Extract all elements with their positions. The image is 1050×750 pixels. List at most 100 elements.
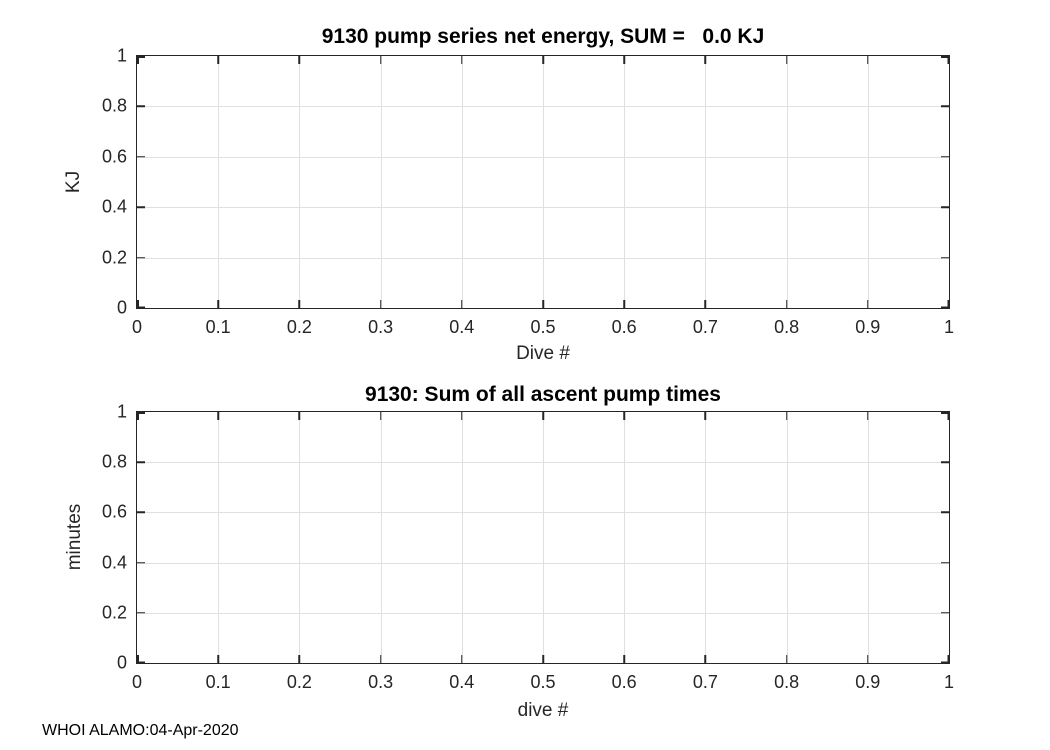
x-tick-mark xyxy=(217,655,219,663)
x-tick-mark xyxy=(623,300,625,308)
x-tick-mark xyxy=(947,300,949,308)
y-tick-mark xyxy=(137,206,145,208)
x-gridline xyxy=(380,412,382,663)
y-tick-mark xyxy=(137,561,145,564)
y-tick-mark xyxy=(137,156,145,158)
x-tick-mark-top xyxy=(704,412,707,420)
x-tick-label: 0.3 xyxy=(368,672,394,692)
x-gridline xyxy=(705,412,707,663)
x-gridline xyxy=(624,56,626,308)
x-tick-mark xyxy=(785,300,788,308)
x-tick-mark xyxy=(947,655,949,663)
x-gridline xyxy=(461,412,463,663)
watermark-text: WHOI ALAMO:04-Apr-2020 xyxy=(42,722,239,739)
x-tick-mark-top xyxy=(137,56,139,64)
top-chart-xlabel: Dive # xyxy=(516,343,570,364)
x-tick-label: 0.7 xyxy=(692,317,718,337)
x-tick-mark-top xyxy=(379,412,382,420)
x-gridline xyxy=(786,412,788,663)
x-tick-label: 0.4 xyxy=(449,672,475,692)
x-tick-label: 0.3 xyxy=(368,317,394,337)
x-tick-mark xyxy=(867,655,869,663)
x-tick-mark-top xyxy=(623,56,625,64)
x-tick-mark xyxy=(704,300,707,308)
bottom-chart-axes: 0 0.1 0.2 0.3 0.4 0.5 0.6 0.7 0.8 0.9 1 0 0.2 0.4 0.6 0… xyxy=(102,402,954,693)
x-tick-mark-top xyxy=(542,412,544,420)
y-tick-label: 0.4 xyxy=(101,196,127,217)
x-tick-mark xyxy=(298,655,301,663)
top-chart-axes: 0 0.1 0.2 0.3 0.4 0.5 0.6 0.7 0.8 0.9 1 0 0.2 0.4 0.6 0… xyxy=(102,46,954,338)
x-tick-mark-top xyxy=(217,412,219,420)
x-gridline xyxy=(380,56,382,308)
y-tick-mark-right xyxy=(941,156,949,158)
x-gridline xyxy=(218,412,220,663)
x-tick-mark xyxy=(542,655,544,663)
x-tick-mark-top xyxy=(785,56,788,64)
y-tick-mark-right xyxy=(941,105,949,108)
x-gridline xyxy=(218,56,220,308)
y-tick-label: 0.8 xyxy=(101,451,127,472)
y-tick-label: 0.2 xyxy=(101,247,127,268)
x-tick-mark-top xyxy=(461,56,463,64)
y-gridline xyxy=(137,207,949,209)
x-tick-label: 0.4 xyxy=(449,317,475,337)
y-tick-mark xyxy=(137,105,145,108)
y-tick-mark-right xyxy=(941,412,949,414)
x-tick-mark-top xyxy=(867,56,869,64)
bottom-chart-ylabel: minutes xyxy=(64,503,85,571)
x-tick-label: 0.6 xyxy=(611,317,637,337)
y-gridline xyxy=(137,512,949,514)
y-tick-mark-right xyxy=(941,511,949,514)
y-gridline xyxy=(137,106,949,108)
y-tick-mark xyxy=(137,461,145,463)
x-tick-label: 0.8 xyxy=(774,317,800,337)
y-gridline xyxy=(137,562,949,564)
x-tick-label: 0.2 xyxy=(286,672,312,692)
x-tick-mark-top xyxy=(704,56,707,64)
y-gridline xyxy=(137,156,949,158)
y-tick-label: 0.4 xyxy=(101,552,127,573)
x-tick-mark xyxy=(137,655,139,663)
y-tick-mark xyxy=(137,256,145,259)
x-gridline xyxy=(867,412,869,663)
x-gridline xyxy=(543,56,544,308)
y-tick-label: 0.6 xyxy=(101,146,127,167)
bottom-chart-xlabel: dive # xyxy=(517,700,569,721)
x-tick-mark xyxy=(542,300,544,308)
y-tick-mark-right xyxy=(941,612,949,614)
y-tick-mark xyxy=(137,56,145,58)
x-tick-label: 0 xyxy=(131,672,143,692)
x-tick-mark-top xyxy=(867,412,869,420)
y-gridline xyxy=(137,462,949,464)
x-tick-label: 0.5 xyxy=(530,317,556,337)
x-tick-mark xyxy=(785,655,788,663)
y-gridline xyxy=(137,612,949,614)
top-chart-title: 9130 pump series net energy, SUM = 0.0 K… xyxy=(321,25,765,48)
x-tick-mark-top xyxy=(137,412,139,420)
y-tick-mark-right xyxy=(941,206,949,208)
x-tick-mark-top xyxy=(947,412,949,420)
x-tick-label: 0 xyxy=(131,317,143,337)
x-tick-mark-top xyxy=(461,412,463,420)
x-gridline xyxy=(299,56,301,308)
y-tick-label: 0.8 xyxy=(101,95,127,116)
x-tick-mark xyxy=(298,300,301,308)
y-tick-label: 1 xyxy=(116,45,127,66)
y-tick-mark-right xyxy=(941,256,949,259)
bottom-chart-title: 9130: Sum of all ascent pump times xyxy=(365,383,721,406)
y-tick-mark-right xyxy=(941,661,949,663)
x-tick-mark xyxy=(217,300,219,308)
x-gridline xyxy=(867,56,869,308)
x-tick-mark-top xyxy=(379,56,382,64)
x-tick-mark xyxy=(461,300,463,308)
x-gridline xyxy=(624,412,626,663)
x-tick-mark xyxy=(867,300,869,308)
x-tick-label: 0.1 xyxy=(205,317,231,337)
top-chart-ylabel: KJ xyxy=(63,170,84,194)
x-tick-label: 1 xyxy=(943,672,955,692)
x-tick-label: 0.6 xyxy=(611,672,637,692)
x-tick-mark-top xyxy=(217,56,219,64)
x-gridline xyxy=(543,412,544,663)
x-tick-mark xyxy=(137,300,139,308)
y-tick-mark-right xyxy=(941,561,949,564)
